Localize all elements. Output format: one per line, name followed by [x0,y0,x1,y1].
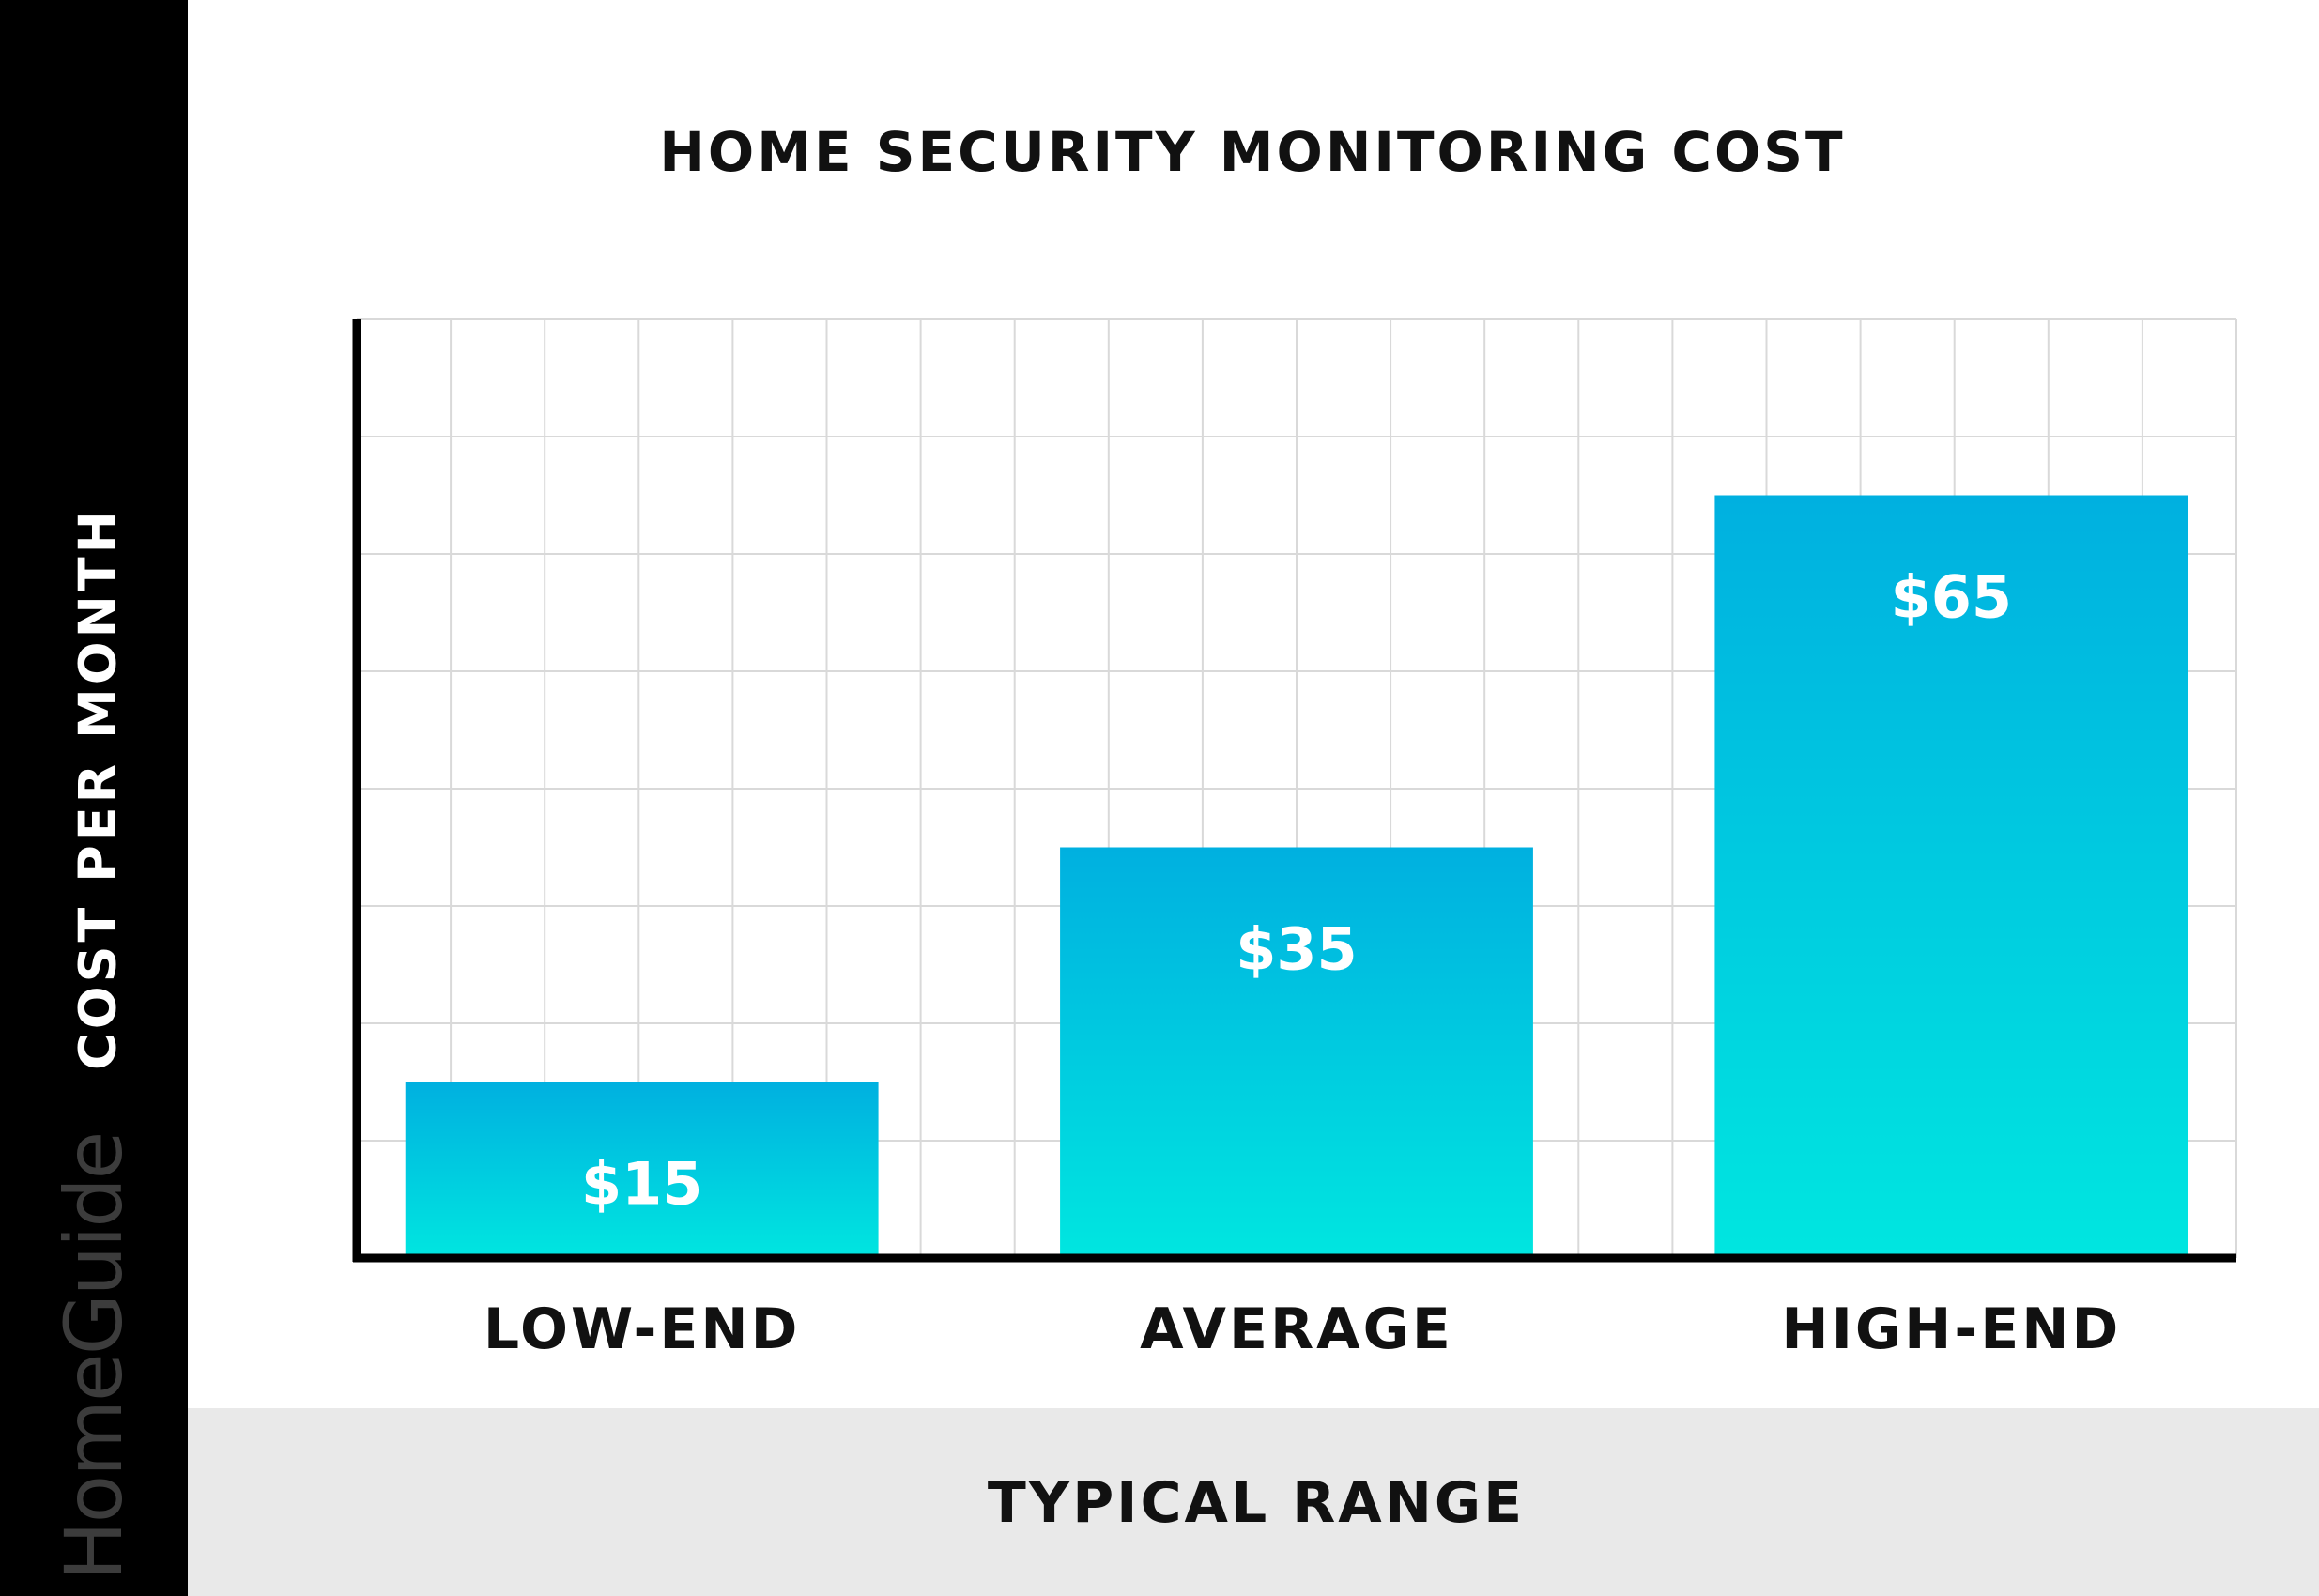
category-label: HIGH-END [1781,1297,2121,1362]
bar-average [1060,847,1533,1258]
bars: $15 $35 $65 [405,495,2188,1258]
x-axis-band [188,1408,2319,1596]
axes [352,319,2236,1263]
chart-title: HOME SECURITY MONITORING COST [659,120,1846,184]
bar-low-end [405,1082,879,1258]
category-labels: LOW-END AVERAGE HIGH-END [484,1297,2121,1362]
bar-value-label: $15 [581,1150,702,1219]
sidebar-band: HomeGuide COST PER MONTH [0,0,188,1596]
bar-value-label: $65 [1891,563,2012,632]
bar-value-label: $35 [1236,915,1357,984]
bar-high-end [1714,495,2188,1258]
x-axis-label: TYPICAL RANGE [987,1470,1526,1536]
category-label: LOW-END [484,1297,801,1362]
category-label: AVERAGE [1140,1297,1453,1362]
